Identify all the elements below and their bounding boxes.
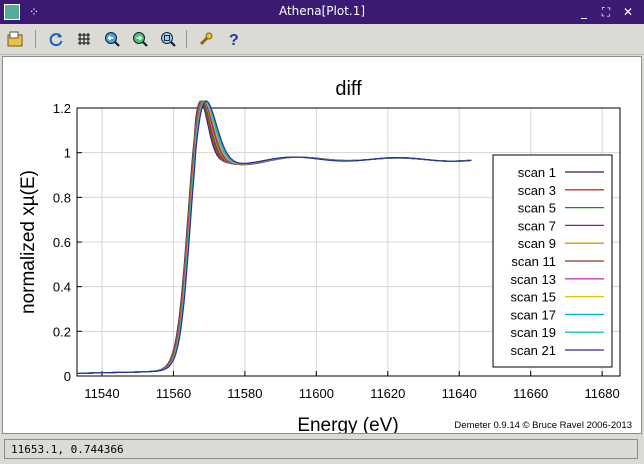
zoom-in-icon[interactable] [102, 29, 122, 49]
help-icon[interactable]: ? [224, 29, 244, 49]
svg-text:?: ? [229, 32, 239, 47]
x-tick-label: 11600 [299, 386, 334, 401]
window-title: Athena[Plot.1] [278, 4, 366, 18]
legend-label: scan 1 [518, 165, 556, 180]
x-tick-label: 11680 [585, 386, 620, 401]
legend-label: scan 19 [510, 325, 556, 340]
series-line [77, 100, 472, 374]
series-line [77, 100, 472, 374]
zoom-out-icon[interactable] [130, 29, 150, 49]
legend-label: scan 11 [511, 254, 556, 269]
series-line [77, 100, 472, 374]
legend-label: scan 21 [510, 343, 556, 358]
y-tick-label: 0.2 [53, 324, 71, 339]
grid-icon[interactable] [74, 29, 94, 49]
series-line [77, 100, 472, 374]
credit-text: Demeter 0.9.14 © Bruce Ravel 2006-2013 [454, 420, 632, 431]
open-file-icon[interactable] [6, 29, 26, 49]
refresh-icon[interactable] [46, 29, 66, 49]
app-icon[interactable] [4, 4, 20, 20]
zoom-reset-icon[interactable] [158, 29, 178, 49]
x-tick-label: 11540 [84, 386, 119, 401]
window-titlebar: ⁘ Athena[Plot.1] _ ⛶ ✕ [0, 0, 644, 24]
y-tick-label: 0 [64, 369, 71, 384]
cursor-coordinates: 11653.1, 0.744366 [4, 439, 638, 459]
series-line [77, 100, 472, 374]
y-axis-label: normalized xµ(E) [18, 170, 39, 314]
x-tick-label: 11660 [513, 386, 548, 401]
series-line [77, 100, 472, 374]
minimize-button[interactable]: _ [581, 5, 587, 19]
series-line [77, 100, 472, 374]
legend-label: scan 9 [518, 236, 556, 251]
legend-label: scan 15 [510, 290, 556, 305]
x-tick-label: 11580 [227, 386, 262, 401]
maximize-button[interactable]: ⛶ [601, 5, 611, 19]
legend-label: scan 17 [510, 307, 556, 322]
chart[interactable]: 11540 11560 11580 11600 11620 11640 11660 11680… [3, 57, 641, 436]
x-axis-label: Energy (eV) [297, 415, 398, 433]
series-line [77, 100, 472, 374]
y-tick-label: 0.4 [53, 280, 71, 295]
legend-label: scan 7 [518, 218, 556, 233]
settings-wrench-icon[interactable] [196, 29, 216, 49]
x-tick-label: 11620 [370, 386, 405, 401]
plot-toolbar: ? [0, 24, 644, 55]
legend-label: scan 3 [518, 183, 556, 198]
legend-label: scan 13 [510, 272, 556, 287]
status-bar: 11653.1, 0.744366 [0, 436, 644, 464]
y-tick-label: 1 [64, 146, 71, 161]
chart-title: diff [335, 78, 362, 100]
x-tick-label: 11560 [156, 386, 191, 401]
legend-label: scan 5 [518, 201, 556, 216]
close-button[interactable]: ✕ [622, 5, 634, 19]
y-tick-label: 0.6 [53, 235, 71, 250]
y-tick-label: 0.8 [53, 190, 71, 205]
pin-icon[interactable]: ⁘ [28, 5, 40, 19]
series-line [77, 100, 472, 374]
toolbar-separator [35, 30, 36, 48]
x-tick-label: 11640 [442, 386, 477, 401]
toolbar-separator [186, 30, 187, 48]
series-line [77, 100, 472, 374]
plot-area[interactable]: 11540 11560 11580 11600 11620 11640 11660 11680… [2, 56, 642, 436]
series-line [77, 100, 472, 374]
y-tick-label: 1.2 [53, 101, 71, 116]
